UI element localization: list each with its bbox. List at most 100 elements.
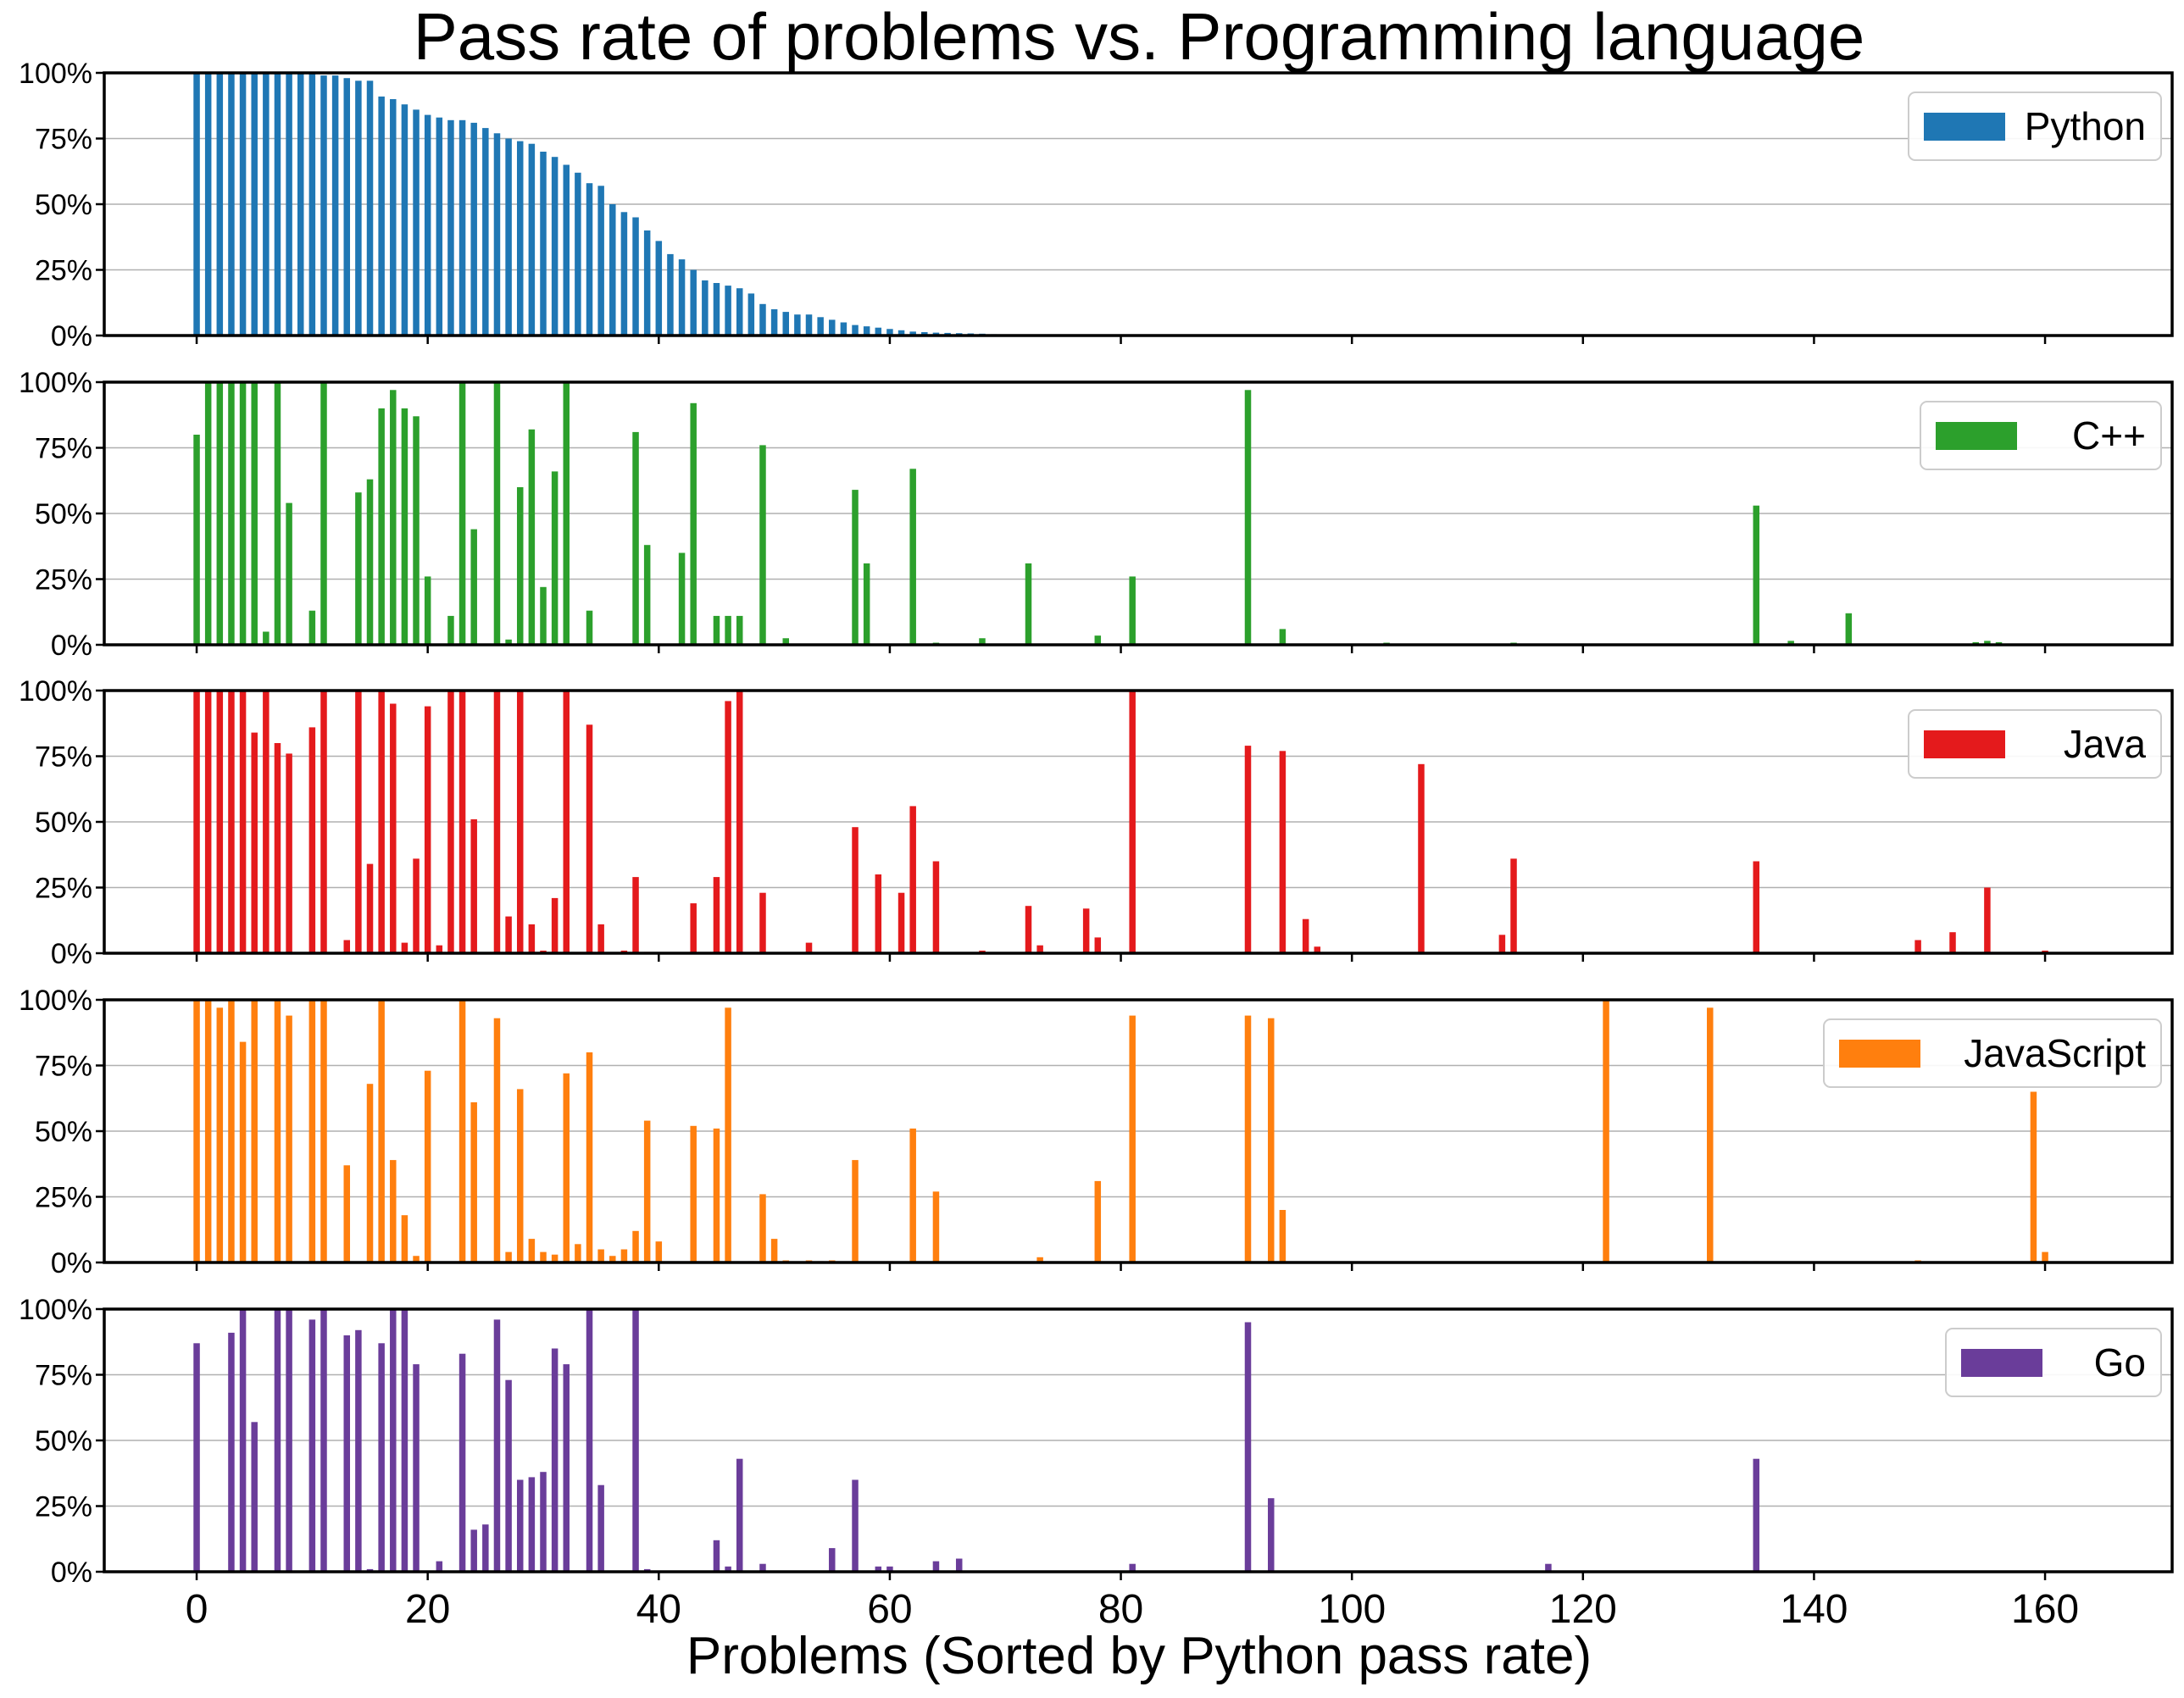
bar-javascript: [770, 1239, 778, 1262]
bar-java: [875, 874, 882, 953]
y-tick-label: 0%: [51, 630, 92, 662]
bar-javascript: [228, 1000, 235, 1262]
bar-c: [320, 382, 327, 645]
bar-python: [204, 73, 212, 336]
bar-javascript: [308, 1000, 316, 1262]
y-tick-label: 75%: [35, 1360, 92, 1392]
bar-go: [540, 1472, 547, 1572]
legend-label: JavaScript: [1964, 1031, 2146, 1075]
bar-python: [540, 152, 547, 336]
y-tick-label: 25%: [35, 873, 92, 905]
bar-javascript: [932, 1191, 940, 1262]
bar-python: [713, 283, 720, 336]
y-tick-label: 50%: [35, 807, 92, 839]
bar-go: [852, 1479, 859, 1572]
y-tick-label: 50%: [35, 189, 92, 221]
bar-javascript: [274, 1000, 281, 1262]
legend-label: Go: [2094, 1340, 2146, 1384]
bar-python: [470, 122, 477, 336]
y-tick-label: 100%: [19, 1294, 92, 1326]
bar-java: [690, 903, 697, 953]
bar-c: [493, 382, 501, 645]
bar-c: [308, 610, 316, 645]
legend-label: C++: [2072, 413, 2146, 458]
bar-c: [424, 576, 431, 645]
bar-java: [1279, 751, 1287, 953]
bar-python: [458, 119, 466, 336]
bar-javascript: [2042, 1251, 2048, 1262]
bar-java: [1949, 932, 1956, 953]
bar-javascript: [239, 1041, 247, 1262]
bar-javascript: [690, 1125, 697, 1262]
bar-python: [505, 138, 512, 336]
bar-go: [458, 1353, 466, 1572]
bar-go: [563, 1364, 570, 1572]
bar-python: [655, 241, 663, 336]
bar-javascript: [620, 1249, 628, 1262]
bar-go: [320, 1309, 327, 1572]
bar-javascript: [204, 1000, 212, 1262]
y-tick-label: 100%: [19, 367, 92, 399]
subplot-frame: [103, 1307, 2174, 1573]
bar-javascript: [458, 1000, 466, 1262]
bar-java: [204, 691, 212, 953]
bar-c: [516, 487, 524, 645]
bar-javascript: [1129, 1015, 1136, 1262]
bar-python: [586, 183, 593, 336]
bar-python: [829, 319, 836, 336]
y-tick-label: 75%: [35, 741, 92, 774]
bar-c: [678, 552, 686, 645]
y-tick-label: 75%: [35, 124, 92, 156]
subplot-go: 0% 25% 50% 75% 100% Go: [19, 1294, 2174, 1589]
bar-javascript: [320, 1000, 327, 1262]
bar-javascript: [251, 1000, 258, 1262]
legend-label: Java: [2064, 722, 2147, 766]
y-tick-label: 25%: [35, 1491, 92, 1523]
bar-java: [909, 806, 916, 953]
bar-java: [551, 897, 559, 953]
bar-java: [228, 691, 235, 953]
bar-python: [366, 80, 374, 336]
bar-python: [263, 73, 270, 336]
subplot-frame: [103, 380, 2174, 646]
bar-python: [274, 73, 281, 336]
bar-go: [228, 1332, 235, 1572]
subplot-frame: [103, 998, 2174, 1264]
bar-javascript: [759, 1194, 766, 1262]
bar-python: [678, 259, 686, 336]
bar-java: [586, 724, 593, 953]
subplot-python: 0% 25% 50% 75% 100% Python: [19, 58, 2174, 352]
bar-java: [1510, 858, 1517, 953]
bar-python: [378, 96, 385, 336]
bar-go: [736, 1458, 743, 1572]
bar-go: [759, 1563, 766, 1572]
bar-python: [193, 73, 200, 336]
x-tick-label: 120: [1549, 1587, 1617, 1632]
bar-javascript: [909, 1128, 916, 1262]
y-tick-label: 0%: [51, 1556, 92, 1589]
y-tick-label: 50%: [35, 498, 92, 530]
y-tick-label: 75%: [35, 433, 92, 465]
bar-c: [528, 429, 536, 645]
bar-python: [770, 309, 778, 336]
bar-javascript: [286, 1015, 292, 1262]
bar-go: [251, 1422, 258, 1572]
bar-java: [632, 877, 639, 953]
bar-javascript: [505, 1251, 512, 1262]
bar-python: [482, 128, 489, 336]
bar-java: [1418, 763, 1425, 953]
bar-c: [1025, 563, 1032, 645]
bar-python: [725, 286, 731, 336]
bar-javascript: [1036, 1257, 1043, 1262]
bar-java: [1094, 937, 1102, 953]
legend-javascript: JavaScript: [1823, 1018, 2162, 1088]
legend-go: Go: [1945, 1328, 2162, 1397]
bar-java: [852, 827, 859, 953]
bar-go: [413, 1364, 420, 1572]
bar-java: [1498, 935, 1506, 953]
legend-box: [1908, 92, 2162, 161]
bar-python: [702, 280, 709, 336]
bar-go: [286, 1309, 292, 1572]
bar-javascript: [551, 1254, 559, 1262]
bar-java: [897, 892, 905, 953]
